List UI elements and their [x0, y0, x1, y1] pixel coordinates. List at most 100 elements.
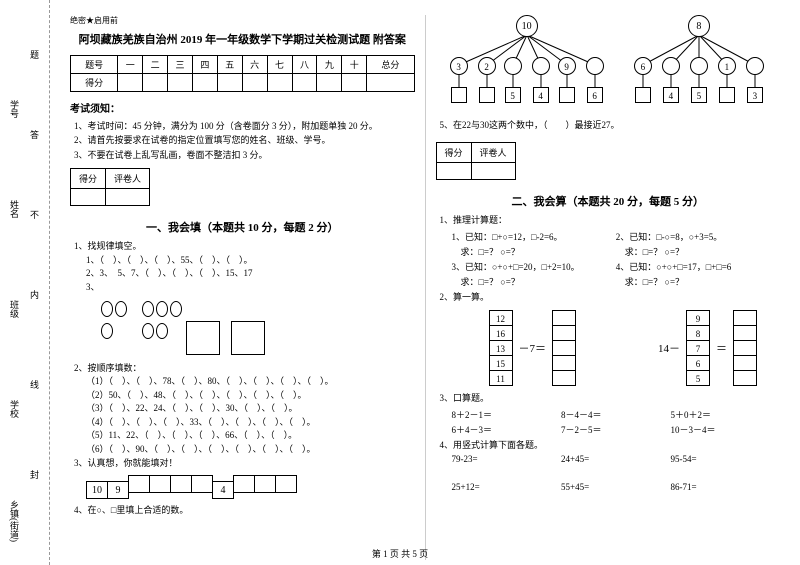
- oval-icon: [170, 301, 182, 317]
- tree-root: 8: [688, 15, 710, 37]
- tree-2: 8 6 1 4 5 3: [629, 15, 769, 110]
- vcol-result: [733, 310, 757, 385]
- tree-node: 9: [558, 57, 576, 75]
- tree-node: [662, 57, 680, 75]
- binding-mark: 答: [28, 130, 41, 139]
- q-line: 3、: [86, 281, 415, 295]
- scorebox: 得分评卷人: [70, 168, 150, 206]
- mental-row: 8＋2－1＝8－4－4＝5＋0＋2＝: [452, 408, 781, 421]
- oval-icon: [115, 301, 127, 317]
- notice-item: 2、请首先按要求在试卷的指定位置填写您的姓名、班级、学号。: [74, 133, 415, 147]
- binding-margin: 乡镇(街道) 学校 班级 姓名 学号 封 线 内 不 答 题: [0, 0, 50, 565]
- oval-icon: [142, 323, 154, 339]
- notice-item: 3、不要在试卷上乱写乱画，卷面不整洁扣 3 分。: [74, 148, 415, 162]
- binding-label: 乡镇(街道): [8, 500, 21, 542]
- binding-mark: 封: [28, 470, 41, 479]
- mental-row: 6＋4－3＝7－2－5＝10－3－4＝: [452, 423, 781, 436]
- operator: ＝: [716, 340, 727, 356]
- oval-icon: [101, 301, 113, 317]
- binding-mark: 不: [28, 210, 41, 219]
- tree-node: [586, 57, 604, 75]
- vcol-input: 9 8 7 6 5: [686, 310, 710, 385]
- vcol-result: [552, 310, 576, 385]
- scorebox: 得分评卷人: [436, 142, 516, 180]
- table-row: 题号 一 二 三 四 五 六 七 八 九 十 总分: [71, 56, 415, 74]
- tree-box: 4: [533, 87, 549, 103]
- table-row: 得分: [71, 74, 415, 92]
- calc-q4: 4、用竖式计算下面各题。: [440, 438, 781, 452]
- vstack-right: 14－ 9 8 7 6 5 ＝: [652, 310, 757, 385]
- exam-page: 乡镇(街道) 学校 班级 姓名 学号 封 线 内 不 答 题 绝密★启用前 阿坝…: [0, 0, 800, 565]
- binding-label: 学校: [8, 400, 21, 418]
- oval-icon: [142, 301, 154, 317]
- oval-icon: [156, 323, 168, 339]
- tree-box: 3: [747, 87, 763, 103]
- tree-root: 10: [516, 15, 538, 37]
- score-table: 题号 一 二 三 四 五 六 七 八 九 十 总分 得分: [70, 55, 415, 92]
- section-title: 一、我会填（本题共 10 分，每题 2 分）: [70, 219, 415, 235]
- question-2: 2、按顺序填数：: [74, 361, 415, 375]
- notice-title: 考试须知：: [70, 100, 415, 115]
- tree-box: 6: [587, 87, 603, 103]
- left-column: 绝密★启用前 阿坝藏族羌族自治州 2019 年一年级数学下学期过关检测试题 附答…: [60, 15, 426, 560]
- q-line: 1、（ ）、（ ）、（ ）、55、（ ）、（ ）。: [86, 254, 415, 268]
- secret-label: 绝密★启用前: [70, 15, 415, 26]
- tree-node: 6: [634, 57, 652, 75]
- tree-node: [690, 57, 708, 75]
- mental-row: 79-23=24+45=95-54=: [452, 454, 781, 464]
- calc-row: 求：□=？ ○=？ 求：□=？ ○=？: [452, 245, 781, 258]
- tree-box: [719, 87, 735, 103]
- tree-node: 2: [478, 57, 496, 75]
- oval-icon: [156, 301, 168, 317]
- tree-box: [635, 87, 651, 103]
- mental-row: 25+12=55+45=86-71=: [452, 482, 781, 492]
- calc-row: 3、已知：○+○+□=20，□+2=10。4、已知：○+○+□=17，□+□=6: [452, 260, 781, 273]
- binding-mark: 内: [28, 290, 41, 299]
- calc-q2: 2、算一算。: [440, 290, 781, 304]
- calc-q1: 1、推理计算题：: [440, 213, 781, 227]
- exam-title: 阿坝藏族羌族自治州 2019 年一年级数学下学期过关检测试题 附答案: [70, 31, 415, 47]
- vstack-container: 12 16 13 15 11 －7＝ 14－ 9 8: [436, 304, 781, 391]
- tree-node: 3: [450, 57, 468, 75]
- calc-row: 1、已知：□+○=12，□-2=6。2、已知：□-○=8，○+3=5。: [452, 230, 781, 243]
- square-icon: [186, 321, 220, 355]
- tree-box: 5: [505, 87, 521, 103]
- tree-box: [451, 87, 467, 103]
- notice-item: 1、考试时间：45 分钟，满分为 100 分（含卷面分 3 分），附加题单独 2…: [74, 119, 415, 133]
- question-4: 4、在○、□里填上合适的数。: [74, 503, 415, 517]
- tree-box: 5: [691, 87, 707, 103]
- binding-label: 学号: [8, 100, 21, 118]
- binding-label: 班级: [8, 300, 21, 318]
- calc-row: 求：□=？ ○=？ 求：□=？ ○=？: [452, 275, 781, 288]
- tree-node: [746, 57, 764, 75]
- q-line: （5）11、22、（ ）、（ ）、（ ）、66、（ ）、（ ）。: [86, 429, 415, 443]
- tree-box: 4: [663, 87, 679, 103]
- page-footer: 第 1 页 共 5 页: [0, 547, 800, 560]
- calc-q3: 3、口算题。: [440, 391, 781, 405]
- q-line: （2）50、（ ）、48、（ ）、（ ）、（ ）、（ ）、（ ）。: [86, 389, 415, 403]
- content-area: 绝密★启用前 阿坝藏族羌族自治州 2019 年一年级数学下学期过关检测试题 附答…: [50, 0, 800, 565]
- tree-node: [504, 57, 522, 75]
- q-line: 2、3、 5、7、（ ）、（ ）、（ ）、15、17: [86, 267, 415, 281]
- vcol-input: 12 16 13 15 11: [489, 310, 513, 385]
- tree-node: 1: [718, 57, 736, 75]
- tree-box: [559, 87, 575, 103]
- q-line: （3）（ ）、22、24、（ ）、（ ）、30、（ ）、（ ）。: [86, 402, 415, 416]
- question-3: 3、认真想，你就能填对！: [74, 456, 415, 470]
- tree-diagrams: 10 3 2 9 5 4 6: [436, 15, 781, 110]
- right-column: 10 3 2 9 5 4 6: [426, 15, 791, 560]
- binding-mark: 线: [28, 380, 41, 389]
- oval-icon: [101, 323, 113, 339]
- tree-1: 10 3 2 9 5 4 6: [447, 15, 607, 110]
- tree-node: [532, 57, 550, 75]
- q-line: （1）（ ）、（ ）、78、（ ）、80、（ ）、（ ）、（ ）、（ ）。: [86, 375, 415, 389]
- shape-pattern: [100, 300, 415, 355]
- vstack-left: 12 16 13 15 11 －7＝: [489, 310, 577, 385]
- operator: 14－: [658, 340, 680, 356]
- binding-label: 姓名: [8, 200, 21, 218]
- question-5: 5、在22与30这两个数中，（ ）最接近27。: [440, 118, 781, 132]
- tree-box: [479, 87, 495, 103]
- square-icon: [231, 321, 265, 355]
- section-title: 二、我会算（本题共 20 分，每题 5 分）: [436, 193, 781, 209]
- q-line: （4）（ ）、（ ）、（ ）、33、（ ）、（ ）、（ ）、（ ）。: [86, 416, 415, 430]
